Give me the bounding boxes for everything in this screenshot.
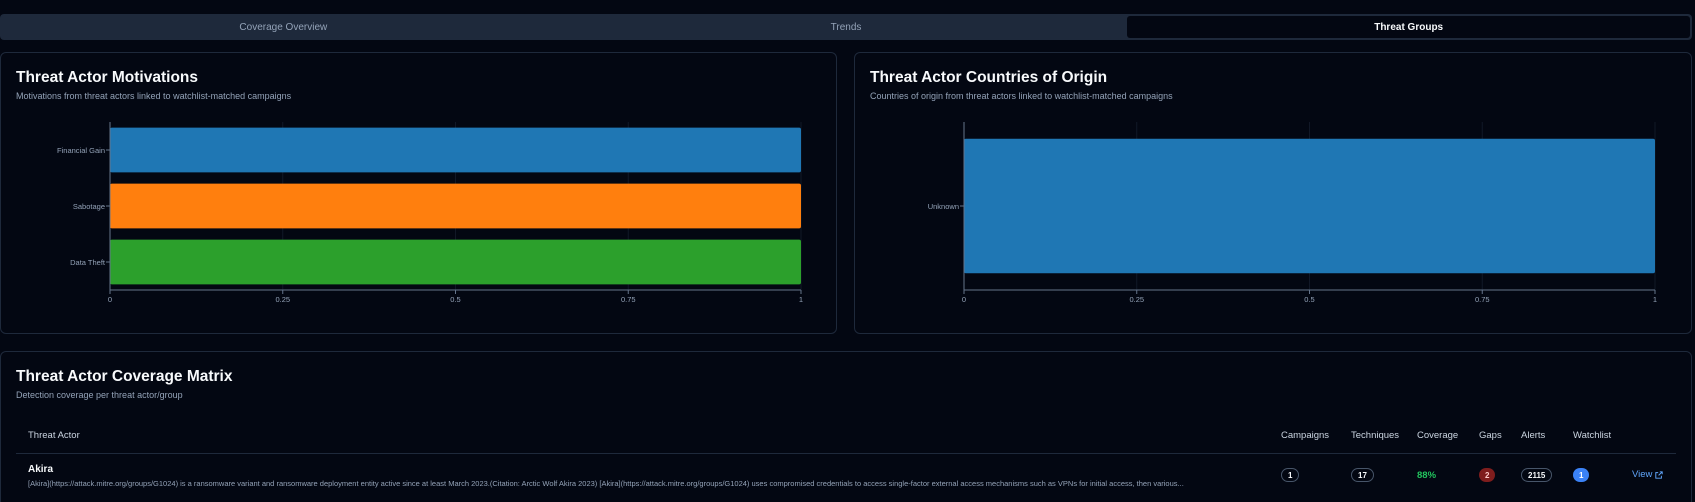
x-tick-label: 0.5	[450, 295, 460, 304]
gaps-count-badge: 2	[1479, 468, 1496, 482]
countries-bar-chart: Unknown 0 0.25 0.5 0.75 1	[928, 122, 1657, 304]
tab-threat-groups[interactable]: Threat Groups	[1127, 16, 1691, 38]
campaigns-count-badge: 1	[1281, 468, 1300, 482]
x-tick-label: 0	[962, 295, 966, 304]
motivations-card: Threat Actor Motivations Motivations fro…	[0, 52, 837, 334]
techniques-count-badge: 17	[1351, 468, 1374, 482]
y-tick-label: Financial Gain	[57, 146, 105, 155]
actor-description: [Akira](https://attack.mitre.org/groups/…	[28, 479, 1184, 488]
view-link[interactable]: View	[1632, 469, 1664, 480]
actor-name: Akira	[28, 464, 54, 475]
y-tick-label: Sabotage	[73, 202, 105, 211]
col-techniques[interactable]: Techniques	[1351, 430, 1400, 441]
table-row[interactable]: Akira [Akira](https://attack.mitre.org/g…	[16, 454, 1676, 502]
x-tick-label: 0	[108, 295, 112, 304]
external-link-icon	[1655, 470, 1664, 479]
countries-card: Threat Actor Countries of Origin Countri…	[854, 52, 1692, 334]
countries-subtitle: Countries of origin from threat actors l…	[870, 91, 1173, 101]
motivations-bar-chart: Financial Gain Sabotage Data Theft 0 0.25 0.5…	[57, 122, 803, 304]
x-tick-label: 0.25	[275, 295, 290, 304]
view-link-label: View	[1632, 469, 1653, 480]
x-tick-label: 1	[799, 295, 803, 304]
bar-data-theft[interactable]	[110, 239, 801, 285]
watchlist-count-badge: 1	[1573, 468, 1590, 482]
matrix-table-header: Threat Actor Campaigns Techniques Covera…	[16, 430, 1676, 454]
matrix-title: Threat Actor Coverage Matrix	[16, 368, 233, 385]
col-threat-actor[interactable]: Threat Actor	[28, 430, 80, 441]
col-gaps[interactable]: Gaps	[1479, 430, 1502, 441]
x-tick-label: 0.75	[1475, 295, 1490, 304]
y-tick-label: Data Theft	[70, 258, 106, 267]
x-tick-label: 0.25	[1129, 295, 1144, 304]
coverage-value: 88%	[1417, 470, 1437, 481]
tab-bar: Coverage Overview Trends Threat Groups	[0, 14, 1692, 40]
x-tick-label: 1	[1653, 295, 1657, 304]
bar-unknown[interactable]	[964, 138, 1655, 274]
col-watchlist[interactable]: Watchlist	[1573, 430, 1612, 441]
motivations-subtitle: Motivations from threat actors linked to…	[16, 91, 292, 101]
coverage-matrix-card: Threat Actor Coverage Matrix Detection c…	[0, 351, 1692, 502]
x-tick-label: 0.5	[1304, 295, 1314, 304]
x-tick-label: 0.75	[621, 295, 636, 304]
y-tick-label: Unknown	[928, 202, 959, 211]
countries-title: Threat Actor Countries of Origin	[870, 69, 1108, 86]
tab-coverage-overview[interactable]: Coverage Overview	[239, 21, 328, 33]
motivations-title: Threat Actor Motivations	[16, 69, 198, 86]
col-coverage[interactable]: Coverage	[1417, 430, 1459, 441]
col-alerts[interactable]: Alerts	[1521, 430, 1546, 441]
bar-financial-gain[interactable]	[110, 127, 801, 173]
matrix-subtitle: Detection coverage per threat actor/grou…	[16, 390, 183, 400]
alerts-count-badge: 2115	[1521, 468, 1553, 482]
bar-sabotage[interactable]	[110, 183, 801, 229]
tab-trends[interactable]: Trends	[830, 21, 862, 33]
col-campaigns[interactable]: Campaigns	[1281, 430, 1330, 441]
